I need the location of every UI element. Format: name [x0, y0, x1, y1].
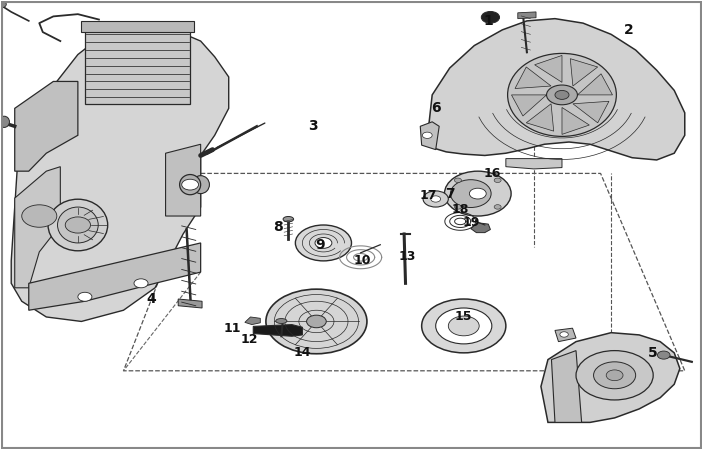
- Polygon shape: [245, 317, 260, 324]
- Circle shape: [134, 279, 148, 288]
- Polygon shape: [253, 324, 302, 336]
- Text: 17: 17: [420, 189, 437, 202]
- Circle shape: [181, 179, 198, 190]
- Polygon shape: [573, 101, 609, 123]
- Circle shape: [454, 178, 461, 183]
- Circle shape: [307, 315, 326, 328]
- Text: 5: 5: [648, 346, 658, 360]
- Text: 19: 19: [462, 216, 479, 229]
- Ellipse shape: [48, 199, 108, 251]
- Text: 12: 12: [241, 333, 259, 346]
- Ellipse shape: [192, 176, 209, 194]
- Ellipse shape: [58, 207, 98, 243]
- Polygon shape: [570, 58, 598, 86]
- Circle shape: [295, 225, 352, 261]
- Circle shape: [470, 188, 486, 199]
- Text: 8: 8: [273, 220, 283, 234]
- Polygon shape: [562, 108, 589, 135]
- Ellipse shape: [451, 180, 491, 207]
- Circle shape: [266, 289, 367, 354]
- Polygon shape: [518, 12, 536, 18]
- Circle shape: [657, 351, 670, 359]
- Circle shape: [65, 217, 91, 233]
- Polygon shape: [577, 74, 612, 95]
- Polygon shape: [541, 333, 680, 423]
- Circle shape: [436, 308, 492, 344]
- Text: 18: 18: [451, 203, 469, 216]
- Polygon shape: [555, 328, 576, 342]
- Ellipse shape: [179, 175, 200, 195]
- Text: 7: 7: [445, 187, 455, 201]
- Ellipse shape: [508, 54, 617, 136]
- Circle shape: [555, 90, 569, 99]
- Circle shape: [494, 178, 501, 183]
- Circle shape: [593, 362, 636, 389]
- Circle shape: [560, 332, 568, 337]
- Text: 11: 11: [224, 322, 241, 335]
- Text: 9: 9: [315, 238, 325, 252]
- Polygon shape: [429, 18, 685, 160]
- Text: 13: 13: [399, 250, 416, 263]
- Circle shape: [482, 11, 500, 23]
- Text: 10: 10: [354, 254, 370, 267]
- Polygon shape: [29, 243, 200, 310]
- Circle shape: [423, 132, 432, 139]
- Polygon shape: [527, 104, 554, 131]
- Polygon shape: [15, 166, 60, 288]
- Text: 6: 6: [431, 101, 441, 115]
- Polygon shape: [11, 23, 228, 321]
- Polygon shape: [420, 122, 439, 150]
- Polygon shape: [551, 351, 581, 423]
- Polygon shape: [512, 95, 546, 116]
- Text: 3: 3: [308, 119, 318, 133]
- Polygon shape: [166, 144, 200, 216]
- Circle shape: [454, 205, 461, 209]
- Text: 16: 16: [483, 167, 501, 180]
- Polygon shape: [515, 67, 551, 89]
- Circle shape: [431, 196, 441, 202]
- Circle shape: [22, 205, 57, 227]
- Circle shape: [422, 299, 506, 353]
- Polygon shape: [471, 223, 491, 233]
- Ellipse shape: [283, 216, 294, 222]
- Polygon shape: [82, 21, 193, 32]
- Text: 15: 15: [455, 310, 472, 324]
- Circle shape: [576, 351, 653, 400]
- Circle shape: [606, 370, 623, 381]
- Circle shape: [449, 316, 479, 336]
- Polygon shape: [506, 158, 562, 169]
- Ellipse shape: [0, 116, 9, 127]
- Circle shape: [315, 238, 332, 248]
- Circle shape: [423, 191, 449, 207]
- Circle shape: [494, 205, 501, 209]
- Ellipse shape: [444, 171, 511, 216]
- Circle shape: [0, 1, 6, 8]
- Polygon shape: [15, 81, 78, 171]
- Circle shape: [78, 292, 92, 301]
- Text: 4: 4: [147, 292, 156, 306]
- Polygon shape: [534, 55, 562, 82]
- Text: 2: 2: [624, 23, 633, 37]
- Ellipse shape: [276, 319, 287, 324]
- Polygon shape: [85, 30, 190, 104]
- Circle shape: [546, 85, 577, 105]
- Text: 1: 1: [484, 14, 494, 28]
- Polygon shape: [178, 299, 202, 308]
- Text: 14: 14: [294, 346, 311, 360]
